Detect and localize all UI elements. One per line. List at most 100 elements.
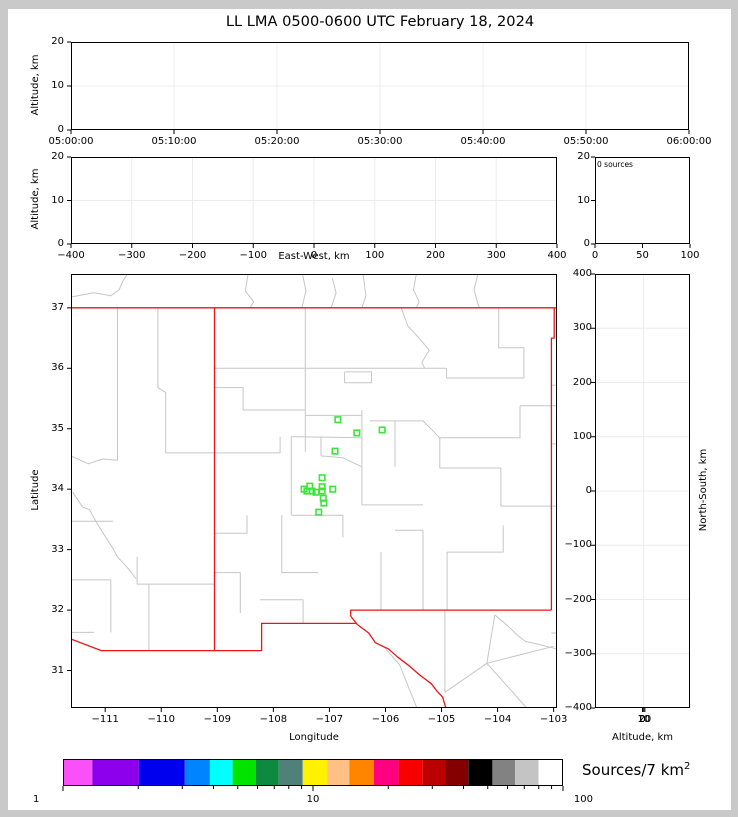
- y-tick-label: 32: [51, 604, 64, 616]
- colorbar-segment: [92, 759, 139, 786]
- colorbar-label-text: Sources/7 km: [582, 761, 684, 779]
- x-tick-label: −111: [91, 714, 119, 725]
- border-line: [350, 615, 447, 708]
- colorbar-segments: [63, 759, 563, 786]
- ew-height-panel: [71, 157, 557, 244]
- x-tick-label: −300: [118, 250, 146, 261]
- y-tick-label: 0: [57, 124, 64, 135]
- x-tick-label: 400: [547, 250, 567, 261]
- border-line: [361, 274, 367, 308]
- lightning-source-marker: [318, 483, 326, 491]
- ew-height-xlabel: East-West, km: [278, 251, 350, 262]
- lightning-source-marker: [378, 426, 386, 434]
- colorbar-label: Sources/7 km2: [582, 761, 690, 779]
- y-tick-label: 35: [51, 422, 64, 434]
- border-line: [214, 515, 248, 534]
- ns-height-xlabel: Altitude, km: [612, 732, 673, 743]
- lightning-source-marker: [318, 474, 326, 482]
- x-tick-label: 100: [365, 250, 385, 261]
- map-panel: [71, 274, 557, 708]
- colorbar-segment: [492, 759, 516, 786]
- border-line: [320, 455, 363, 468]
- colorbar-segment: [255, 759, 279, 786]
- border-line: [381, 644, 418, 708]
- x-tick-label: 20: [638, 714, 652, 725]
- border-line: [486, 662, 528, 708]
- x-tick-label: −100: [239, 250, 267, 261]
- colorbar-segment: [515, 759, 539, 786]
- y-tick-label: 200: [572, 376, 592, 388]
- border-line: [413, 274, 420, 309]
- border-line: [439, 437, 501, 469]
- lightning-source-marker: [308, 487, 316, 495]
- y-tick-label: 36: [51, 362, 64, 374]
- time-height-panel: [71, 42, 689, 130]
- border-line: [281, 515, 319, 574]
- lightning-source-markers: [300, 416, 386, 516]
- y-tick-label: 100: [572, 430, 592, 442]
- border-line: [136, 556, 215, 585]
- y-tick-label: 10: [577, 194, 590, 206]
- county-borders: [71, 274, 557, 708]
- colorbar-segment: [373, 759, 399, 786]
- border-line: [473, 274, 480, 308]
- border-line: [500, 468, 557, 507]
- lightning-source-marker: [334, 416, 342, 424]
- x-tick-label: 0: [310, 250, 318, 261]
- y-tick-label: 20: [51, 151, 64, 162]
- y-tick-label: 0: [585, 485, 592, 496]
- lightning-source-marker: [329, 485, 337, 493]
- x-tick-label: −108: [259, 714, 288, 725]
- border-line: [291, 436, 362, 439]
- border-line: [157, 307, 167, 453]
- ns-height-ylabel: North-South, km: [698, 448, 709, 532]
- source-histogram-panel: [595, 157, 690, 244]
- border-line: [486, 614, 496, 664]
- y-tick-label: 20: [577, 151, 590, 162]
- border-line: [214, 572, 241, 614]
- x-tick-label: 05:20:00: [254, 136, 300, 147]
- y-tick-label: 34: [51, 483, 64, 495]
- border-line: [446, 307, 525, 379]
- colorbar-segment: [422, 759, 446, 786]
- colorbar-outline: [63, 759, 563, 786]
- border-line: [550, 307, 555, 611]
- y-tick-label: −400: [564, 702, 592, 713]
- colorbar-tick-label: 1: [33, 794, 40, 805]
- border-line: [400, 307, 430, 369]
- border-line: [259, 599, 304, 624]
- border-line: [72, 491, 137, 579]
- x-tick-label: −103: [539, 714, 568, 725]
- colorbar-segment: [138, 759, 185, 786]
- figure-canvas: [8, 9, 731, 810]
- x-tick-label: 06:00:00: [666, 136, 712, 147]
- colorbar-segment: [327, 759, 350, 786]
- source-count-annotation: 0 sources: [597, 160, 633, 169]
- border-line: [244, 274, 255, 309]
- x-tick-label: 05:00:00: [48, 136, 94, 147]
- lightning-source-marker: [331, 447, 339, 455]
- x-tick-label: 100: [680, 250, 700, 261]
- x-tick-label: −104: [483, 714, 512, 725]
- gridlines: [71, 42, 690, 708]
- colorbar-segment: [209, 759, 233, 786]
- lightning-source-marker: [318, 487, 326, 495]
- colorbar-segment: [302, 759, 328, 786]
- colorbar-label-exponent: 2: [684, 761, 691, 772]
- colorbar-tick-label: 10: [306, 794, 320, 805]
- colorbar-segment: [445, 759, 469, 786]
- border-line: [395, 529, 424, 611]
- border-line: [71, 579, 112, 633]
- y-tick-label: 10: [51, 80, 64, 91]
- x-tick-label: −400: [57, 250, 85, 261]
- y-tick-label: −100: [564, 539, 592, 551]
- x-tick-label: 0: [639, 714, 646, 725]
- border-line: [350, 609, 552, 617]
- y-tick-label: 400: [572, 268, 592, 279]
- border-line: [71, 274, 129, 298]
- border-line: [214, 387, 306, 411]
- axis-ticks: [62, 41, 691, 791]
- border-line: [330, 277, 337, 308]
- y-tick-label: 0: [57, 238, 64, 249]
